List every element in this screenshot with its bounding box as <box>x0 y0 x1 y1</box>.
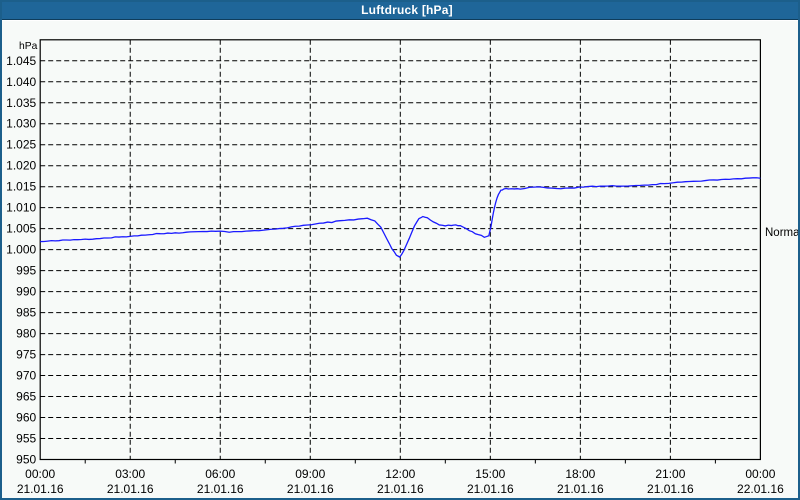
svg-text:hPa: hPa <box>19 41 38 52</box>
svg-text:955: 955 <box>16 432 36 446</box>
svg-text:950: 950 <box>16 453 36 467</box>
svg-text:21:00: 21:00 <box>655 467 685 481</box>
svg-text:1.010: 1.010 <box>6 201 36 215</box>
svg-text:1.000: 1.000 <box>6 243 36 257</box>
svg-text:985: 985 <box>16 306 36 320</box>
svg-text:1.005: 1.005 <box>6 222 36 236</box>
svg-text:965: 965 <box>16 390 36 404</box>
svg-text:1.020: 1.020 <box>6 159 36 173</box>
svg-text:1.035: 1.035 <box>6 96 36 110</box>
svg-text:990: 990 <box>16 285 36 299</box>
svg-text:960: 960 <box>16 411 36 425</box>
svg-text:21.01.16: 21.01.16 <box>107 482 154 496</box>
svg-text:06:00: 06:00 <box>205 467 235 481</box>
svg-text:21.01.16: 21.01.16 <box>377 482 424 496</box>
svg-text:18:00: 18:00 <box>565 467 595 481</box>
svg-text:00:00: 00:00 <box>25 467 55 481</box>
svg-text:22.01.16: 22.01.16 <box>737 482 784 496</box>
svg-text:15:00: 15:00 <box>475 467 505 481</box>
svg-text:975: 975 <box>16 348 36 362</box>
svg-text:970: 970 <box>16 369 36 383</box>
svg-text:21.01.16: 21.01.16 <box>17 482 64 496</box>
svg-text:00:00: 00:00 <box>745 467 775 481</box>
svg-text:03:00: 03:00 <box>115 467 145 481</box>
svg-text:21.01.16: 21.01.16 <box>557 482 604 496</box>
svg-text:09:00: 09:00 <box>295 467 325 481</box>
svg-text:1.025: 1.025 <box>6 138 36 152</box>
svg-text:21.01.16: 21.01.16 <box>197 482 244 496</box>
svg-text:21.01.16: 21.01.16 <box>647 482 694 496</box>
svg-text:Normal: Normal <box>765 227 800 239</box>
svg-text:980: 980 <box>16 327 36 341</box>
svg-text:995: 995 <box>16 264 36 278</box>
svg-text:1.015: 1.015 <box>6 180 36 194</box>
svg-text:21.01.16: 21.01.16 <box>287 482 334 496</box>
svg-text:21.01.16: 21.01.16 <box>467 482 514 496</box>
svg-text:1.030: 1.030 <box>6 117 36 131</box>
svg-text:1.045: 1.045 <box>6 54 36 68</box>
svg-text:1.040: 1.040 <box>6 75 36 89</box>
svg-text:12:00: 12:00 <box>385 467 415 481</box>
